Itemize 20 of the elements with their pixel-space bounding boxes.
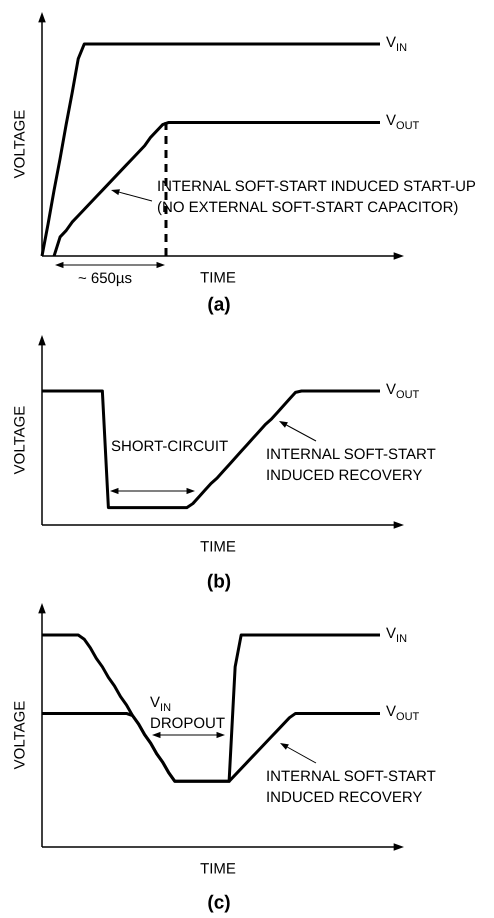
series-label: V$_{IN}$ [386,624,408,645]
annotation: V$_{IN}$ DROPOUT [150,693,225,734]
y-axis-title: VOLTAGE [10,110,30,178]
series-label: V$_{IN}$ [386,33,408,54]
text: (b) [206,572,232,592]
series-label: V$_{OUT}$ [386,111,420,132]
y-axis-title: VOLTAGE [10,406,30,474]
annotation: INTERNAL SOFT-START INDUCED RECOVERY [266,767,436,808]
y-axis-title: VOLTAGE [10,700,30,770]
series-label: V$_{OUT}$ [386,380,420,401]
annotation: SHORT-CIRCUIT [111,437,228,457]
x-axis-title: TIME [200,860,236,880]
text: (c) [207,892,231,914]
text: ~ 650µs [78,269,132,289]
x-axis-title: TIME [200,268,236,288]
annotation: INTERNAL SOFT-START INDUCED START-UP (NO EXTERNAL SOFT-START CAPACITOR) [157,177,476,218]
series-label: V$_{OUT}$ [386,702,420,724]
text: (a) [207,294,231,316]
x-axis-title: TIME [200,538,236,558]
annotation: INTERNAL SOFT-START INDUCED RECOVERY [266,445,436,486]
